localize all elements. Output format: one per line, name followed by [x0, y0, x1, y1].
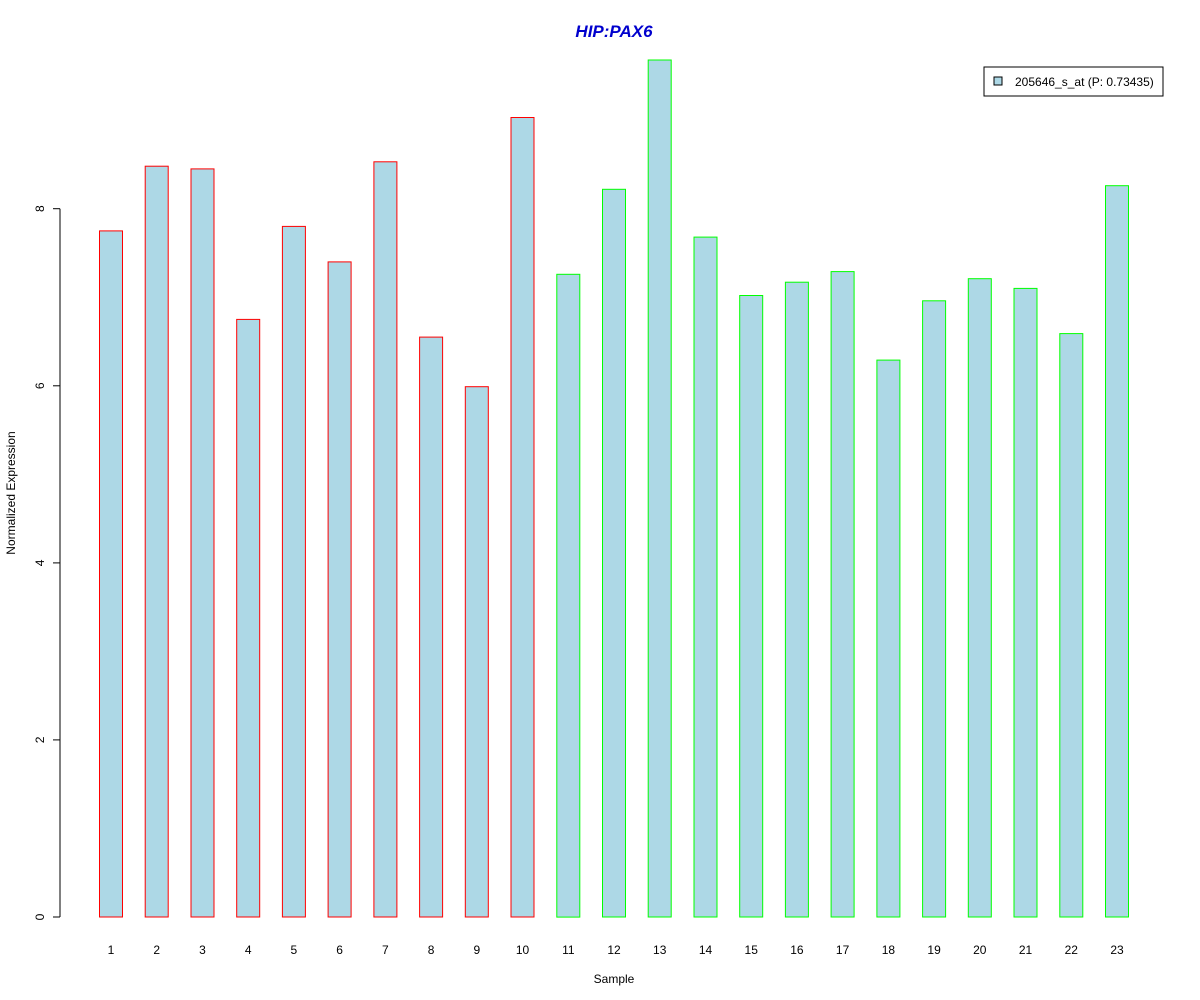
y-tick-label: 0 — [33, 913, 47, 920]
x-axis-label: Sample — [594, 972, 635, 986]
bar-sample-17 — [830, 271, 855, 918]
legend-swatch — [993, 76, 1003, 86]
x-axis-tick-labels: 1 2 3 4 5 6 7 8 9 10 11 12 13 14 15 16 17 18 19 20 21 22 23 — [108, 943, 1124, 957]
bar-sample-16 — [784, 281, 809, 918]
y-tick-label: 2 — [33, 736, 47, 743]
y-tick-label: 6 — [33, 382, 47, 389]
x-tick-label: 20 — [973, 943, 987, 957]
y-axis-label: Normalized Expression — [4, 431, 18, 554]
x-tick-label: 16 — [790, 943, 804, 957]
x-tick-label: 12 — [607, 943, 621, 957]
x-tick-label: 15 — [745, 943, 759, 957]
x-tick-label: 23 — [1110, 943, 1124, 957]
x-tick-label: 2 — [153, 943, 160, 957]
legend: 205646_s_at (P: 0.73435) — [983, 66, 1164, 97]
bar-sample-6 — [327, 261, 352, 918]
x-tick-label: 11 — [562, 943, 575, 957]
y-axis-ticks: 0 2 4 6 8 — [33, 205, 60, 920]
x-tick-label: 21 — [1019, 943, 1033, 957]
bar-sample-4 — [236, 318, 261, 918]
x-tick-label: 19 — [927, 943, 941, 957]
bar-sample-14 — [693, 236, 718, 918]
bar-sample-20 — [967, 278, 992, 918]
x-tick-label: 3 — [199, 943, 206, 957]
x-tick-label: 5 — [291, 943, 298, 957]
bar-sample-19 — [922, 300, 947, 918]
x-tick-label: 18 — [882, 943, 896, 957]
bar-sample-8 — [419, 336, 444, 918]
bar-sample-2 — [144, 165, 169, 918]
bar-sample-23 — [1105, 185, 1129, 918]
chart-title: HIP:PAX6 — [575, 22, 653, 41]
x-tick-label: 22 — [1065, 943, 1079, 957]
x-tick-label: 6 — [336, 943, 343, 957]
bar-sample-22 — [1059, 333, 1084, 918]
bar-sample-9 — [464, 386, 489, 918]
legend-entry-label: 205646_s_at (P: 0.73435) — [1015, 75, 1154, 89]
legend-box — [983, 66, 1164, 97]
x-tick-label: 4 — [245, 943, 252, 957]
bar-sample-18 — [876, 359, 901, 918]
x-tick-label: 8 — [428, 943, 435, 957]
bar-sample-15 — [739, 295, 764, 918]
bar-sample-5 — [281, 225, 306, 918]
x-tick-label: 7 — [382, 943, 389, 957]
x-tick-label: 1 — [108, 943, 115, 957]
bar-sample-1 — [99, 230, 123, 918]
x-tick-label: 10 — [516, 943, 530, 957]
x-tick-label: 14 — [699, 943, 713, 957]
bar-sample-21 — [1013, 287, 1038, 918]
bar-sample-11 — [556, 273, 581, 918]
bar-sample-12 — [602, 188, 626, 918]
bars — [99, 59, 1129, 918]
bar-sample-3 — [190, 168, 215, 918]
y-tick-label: 8 — [33, 205, 47, 212]
bar-sample-10 — [510, 117, 535, 918]
x-tick-label: 17 — [836, 943, 850, 957]
x-tick-label: 9 — [473, 943, 480, 957]
x-tick-label: 13 — [653, 943, 667, 957]
bar-sample-7 — [373, 161, 398, 918]
y-tick-label: 4 — [33, 559, 47, 566]
bar-sample-13 — [647, 59, 672, 918]
